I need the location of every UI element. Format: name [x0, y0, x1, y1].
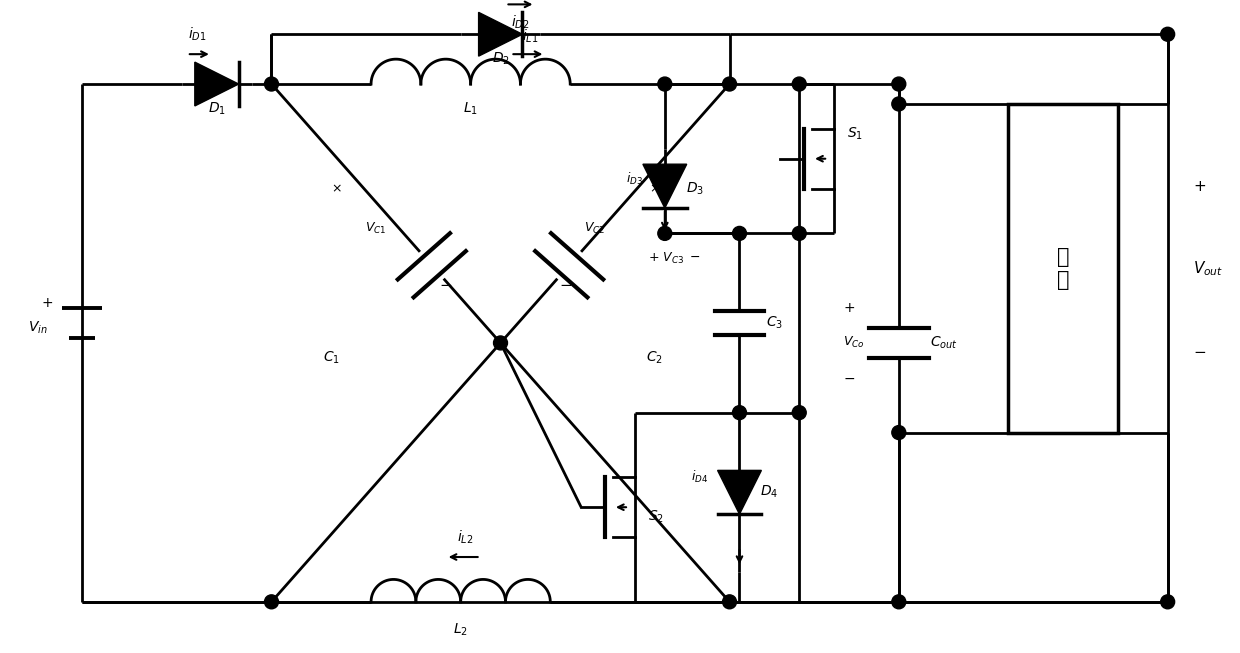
- Circle shape: [1161, 27, 1174, 41]
- Text: $\times$: $\times$: [331, 182, 341, 195]
- Text: $C_1$: $C_1$: [322, 349, 340, 366]
- Text: $V_{out}$: $V_{out}$: [1193, 259, 1223, 278]
- Text: $-$: $-$: [559, 276, 572, 291]
- Text: $C_{out}$: $C_{out}$: [930, 335, 957, 351]
- Text: $S_2$: $S_2$: [647, 509, 663, 526]
- Circle shape: [733, 227, 746, 240]
- Circle shape: [494, 336, 507, 350]
- Text: $-$: $-$: [843, 371, 856, 385]
- Circle shape: [264, 595, 279, 609]
- Circle shape: [723, 595, 737, 609]
- Circle shape: [892, 97, 905, 111]
- Text: $-$: $-$: [439, 276, 453, 291]
- Circle shape: [264, 77, 279, 91]
- Circle shape: [892, 426, 905, 439]
- Text: $i_{L1}$: $i_{L1}$: [522, 27, 538, 45]
- Circle shape: [658, 77, 672, 91]
- Circle shape: [658, 227, 672, 240]
- Text: $i_{D1}$: $i_{D1}$: [187, 25, 206, 43]
- Text: $+$: $+$: [1193, 179, 1205, 193]
- Text: $C_2$: $C_2$: [646, 349, 663, 366]
- Text: 负
载: 负 载: [1056, 247, 1069, 290]
- Text: $V_{Co}$: $V_{Co}$: [843, 336, 864, 351]
- Circle shape: [733, 406, 746, 420]
- Text: $V_{C2}$: $V_{C2}$: [584, 221, 606, 236]
- Circle shape: [792, 77, 806, 91]
- Polygon shape: [718, 470, 761, 514]
- Circle shape: [1161, 595, 1174, 609]
- Text: $\times$: $\times$: [650, 182, 660, 195]
- Circle shape: [792, 227, 806, 240]
- Text: $V_{in}$: $V_{in}$: [27, 320, 47, 336]
- FancyBboxPatch shape: [1008, 104, 1118, 432]
- Text: $-$: $-$: [1193, 343, 1205, 358]
- Circle shape: [723, 77, 737, 91]
- Text: $D_3$: $D_3$: [686, 180, 704, 197]
- Polygon shape: [642, 164, 687, 208]
- Text: $V_{C1}$: $V_{C1}$: [366, 221, 387, 236]
- Text: $i_{L2}$: $i_{L2}$: [458, 528, 474, 546]
- Text: $L_2$: $L_2$: [453, 622, 469, 638]
- Circle shape: [892, 77, 905, 91]
- Text: $i_{D2}$: $i_{D2}$: [511, 14, 529, 31]
- Text: $D_2$: $D_2$: [491, 51, 510, 67]
- Text: $L_1$: $L_1$: [464, 101, 479, 117]
- Polygon shape: [195, 62, 238, 106]
- Text: $S_1$: $S_1$: [847, 125, 863, 142]
- Text: $+$: $+$: [843, 301, 856, 315]
- Text: $+\ V_{C3}\ -$: $+\ V_{C3}\ -$: [649, 251, 701, 266]
- Circle shape: [892, 595, 905, 609]
- Text: $D_4$: $D_4$: [760, 484, 779, 500]
- Text: $i_{D3}$: $i_{D3}$: [626, 170, 644, 187]
- Polygon shape: [479, 12, 522, 56]
- Text: $C_3$: $C_3$: [766, 315, 782, 331]
- Text: $i_{D4}$: $i_{D4}$: [691, 470, 708, 485]
- Text: $+$: $+$: [41, 296, 53, 310]
- Circle shape: [792, 406, 806, 420]
- Text: $D_1$: $D_1$: [208, 101, 226, 117]
